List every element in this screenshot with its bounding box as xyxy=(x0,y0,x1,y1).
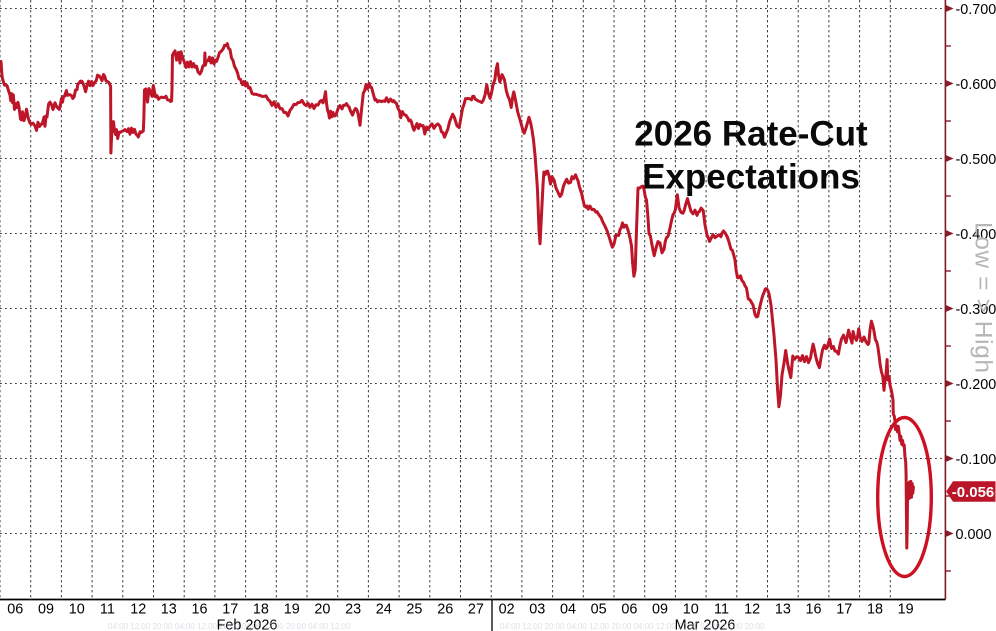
svg-text:12: 12 xyxy=(744,602,760,618)
svg-text:06: 06 xyxy=(7,602,23,618)
svg-text:13: 13 xyxy=(161,602,177,618)
svg-text:18: 18 xyxy=(867,602,883,618)
svg-text:25: 25 xyxy=(406,602,422,618)
svg-text:18: 18 xyxy=(253,602,269,618)
svg-text:16: 16 xyxy=(805,602,821,618)
svg-text:Low = > High: Low = > High xyxy=(970,222,996,374)
svg-text:03: 03 xyxy=(529,602,545,618)
svg-text:11: 11 xyxy=(100,602,115,618)
svg-text:26: 26 xyxy=(437,602,453,618)
svg-text:09: 09 xyxy=(652,602,668,618)
svg-text:Expectations: Expectations xyxy=(642,158,860,197)
svg-text:-0.100: -0.100 xyxy=(956,452,996,468)
svg-text:-0.600: -0.600 xyxy=(956,77,996,93)
svg-text:19: 19 xyxy=(284,602,300,618)
svg-text:19: 19 xyxy=(898,602,914,618)
svg-text:09: 09 xyxy=(38,602,54,618)
svg-text:04: 04 xyxy=(560,602,576,618)
svg-text:11: 11 xyxy=(714,602,729,618)
svg-text:-0.200: -0.200 xyxy=(956,377,996,393)
svg-text:17: 17 xyxy=(222,602,238,618)
svg-text:17: 17 xyxy=(836,602,852,618)
svg-text:0.000: 0.000 xyxy=(956,527,992,543)
svg-text:-0.056: -0.056 xyxy=(952,484,995,501)
svg-text:-0.700: -0.700 xyxy=(956,2,996,18)
svg-text:-0.300: -0.300 xyxy=(956,302,996,318)
svg-text:24: 24 xyxy=(376,602,392,618)
svg-text:06: 06 xyxy=(621,602,637,618)
svg-text:02: 02 xyxy=(499,602,515,618)
svg-text:27: 27 xyxy=(468,602,484,618)
svg-text:-0.500: -0.500 xyxy=(956,152,996,168)
svg-text:2026 Rate-Cut: 2026 Rate-Cut xyxy=(634,115,868,154)
svg-text:10: 10 xyxy=(69,602,85,618)
svg-text:20: 20 xyxy=(314,602,330,618)
svg-text:04:00 12:00 20:00 04:00 12:00: 04:00 12:00 20:00 04:00 12:00 20:00 04:0… xyxy=(500,622,765,631)
svg-text:Mar 2026: Mar 2026 xyxy=(675,618,736,631)
svg-text:16: 16 xyxy=(191,602,207,618)
svg-text:10: 10 xyxy=(683,602,699,618)
svg-text:-0.400: -0.400 xyxy=(956,227,996,243)
svg-text:Feb 2026: Feb 2026 xyxy=(217,618,278,631)
svg-text:23: 23 xyxy=(345,602,361,618)
svg-text:13: 13 xyxy=(775,602,791,618)
svg-text:12: 12 xyxy=(130,602,146,618)
svg-text:04:00 12:00 20:00 04:00 12:00: 04:00 12:00 20:00 04:00 12:00 20:00 04:0… xyxy=(108,622,351,631)
svg-text:05: 05 xyxy=(591,602,607,618)
